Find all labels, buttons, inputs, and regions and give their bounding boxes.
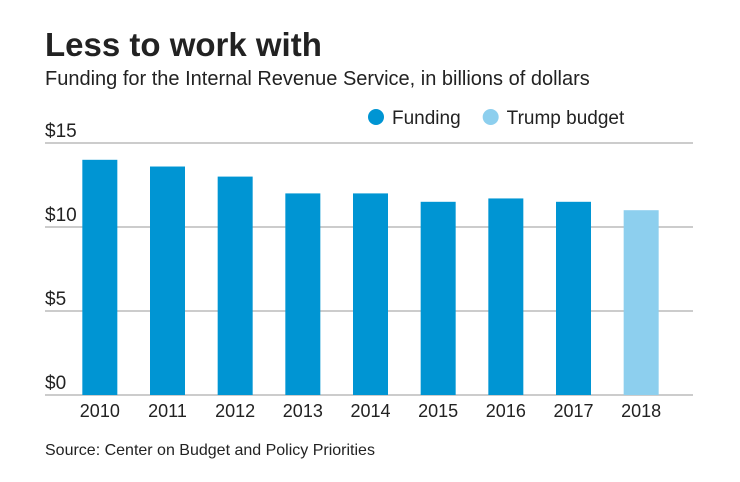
x-tick-label: 2015 xyxy=(418,401,458,421)
x-tick-label: 2011 xyxy=(148,401,187,421)
x-tick-label: 2018 xyxy=(621,401,661,421)
chart-title: Less to work with xyxy=(45,26,322,63)
legend-marker xyxy=(482,109,499,125)
legend-label: Trump budget xyxy=(507,108,625,129)
x-tick-label: 2017 xyxy=(553,401,593,421)
bar xyxy=(150,166,185,395)
y-tick-label: $0 xyxy=(45,373,66,394)
x-tick-label: 2016 xyxy=(486,401,526,421)
source: Source: Center on Budget and Policy Prio… xyxy=(45,442,375,459)
bar xyxy=(82,159,118,395)
bar xyxy=(285,193,321,395)
x-tick-label: 2013 xyxy=(283,401,323,421)
y-tick-label: $5 xyxy=(45,289,66,310)
x-tick-label: 2012 xyxy=(215,401,255,421)
chart-subtitle: Funding for the Internal Revenue Service… xyxy=(45,68,590,90)
bar xyxy=(353,193,388,395)
bar xyxy=(217,176,253,395)
bar xyxy=(556,201,591,395)
x-tick-label: 2010 xyxy=(80,401,120,421)
legend-marker xyxy=(368,109,384,125)
y-tick-label: $15 xyxy=(45,121,77,142)
bar xyxy=(488,198,524,395)
x-tick-label: 2014 xyxy=(350,401,390,421)
bar xyxy=(623,210,659,395)
y-tick-label: $10 xyxy=(45,205,77,226)
bar xyxy=(420,201,456,395)
legend-label: Funding xyxy=(392,108,461,129)
